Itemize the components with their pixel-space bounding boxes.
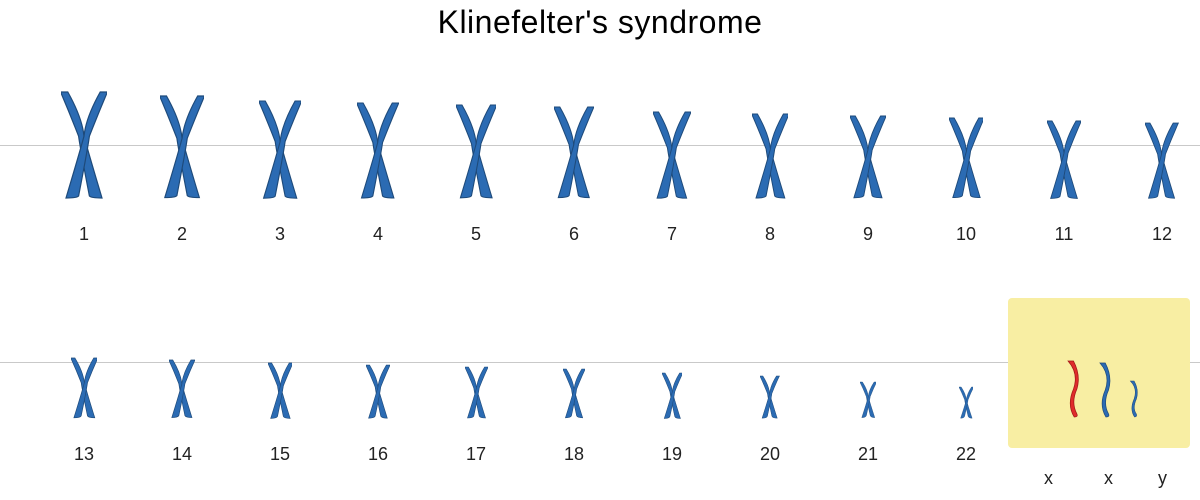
chromosome-label: 12 [1114, 224, 1200, 245]
chromosome-20: 20 [722, 300, 818, 465]
chromosome-icon [428, 300, 524, 420]
chromosome-label: 11 [1016, 224, 1112, 245]
chromosome-5: 5 [428, 80, 524, 245]
extra-chromatid-icon [1066, 358, 1080, 420]
karyotype-row-2: 13 14 15 16 17 18 19 [0, 300, 1200, 470]
chromosome-label: 4 [330, 224, 426, 245]
sex-chromosome-icons [1014, 300, 1190, 420]
chromosome-icon [624, 300, 720, 420]
chromosome-icon [1016, 80, 1112, 200]
chromosome-label: 9 [820, 224, 916, 245]
chromosome-label: 2 [134, 224, 230, 245]
chromosome-icon [526, 300, 622, 420]
chromosome-icon [36, 300, 132, 420]
chromosome-13: 13 [36, 300, 132, 465]
chromosome-icon [1114, 80, 1200, 200]
chromosome-icon [330, 80, 426, 200]
chromosome-7: 7 [624, 80, 720, 245]
chromosome-label: 10 [918, 224, 1014, 245]
chromosome-3: 3 [232, 80, 328, 245]
chromosome-15: 15 [232, 300, 328, 465]
chromosome-17: 17 [428, 300, 524, 465]
karyotype-row-1: 1 2 3 4 5 6 7 8 [0, 80, 1200, 250]
chromosome-12: 12 [1114, 80, 1200, 245]
chromosome-label: 17 [428, 444, 524, 465]
chromosome-label: 1 [36, 224, 132, 245]
chromosome-icon [428, 80, 524, 200]
chromosome-icon [820, 80, 916, 200]
chromosome-icon [232, 80, 328, 200]
chromosome-18: 18 [526, 300, 622, 465]
chromosome-label: 14 [134, 444, 230, 465]
chromosome-6: 6 [526, 80, 622, 245]
chromosome-icon [232, 300, 328, 420]
sex-chromosome-label: x [1044, 468, 1064, 489]
chromosome-icon [36, 80, 132, 200]
chromosome-1: 1 [36, 80, 132, 245]
chromosome-label: 15 [232, 444, 328, 465]
chromosome-icon [134, 300, 230, 420]
chromosome-label: 7 [624, 224, 720, 245]
chromosome-icon [624, 80, 720, 200]
chromosome-label: 19 [624, 444, 720, 465]
chromosome-icon [918, 300, 1014, 420]
chromosome-label: 13 [36, 444, 132, 465]
chromosome-10: 10 [918, 80, 1014, 245]
chromosome-label: 20 [722, 444, 818, 465]
chromosome-19: 19 [624, 300, 720, 465]
chromosome-label: 8 [722, 224, 818, 245]
chromosome-icon [722, 80, 818, 200]
chromatid-icon [1129, 378, 1138, 420]
chromosome-21: 21 [820, 300, 916, 465]
chromatid-icon [1098, 360, 1111, 420]
chromosome-label: 21 [820, 444, 916, 465]
chromosome-label: 5 [428, 224, 524, 245]
chromosome-22: 22 [918, 300, 1014, 465]
chromosome-label: 22 [918, 444, 1014, 465]
chromosome-label: 6 [526, 224, 622, 245]
chromosome-14: 14 [134, 300, 230, 465]
chromosome-4: 4 [330, 80, 426, 245]
chromosome-icon [820, 300, 916, 420]
chromosome-8: 8 [722, 80, 818, 245]
chromosome-11: 11 [1016, 80, 1112, 245]
chromosome-icon [526, 80, 622, 200]
sex-chromosome-label: y [1158, 468, 1178, 489]
chromosome-icon [134, 80, 230, 200]
chromosome-16: 16 [330, 300, 426, 465]
chromosome-icon [330, 300, 426, 420]
chromosome-label: 16 [330, 444, 426, 465]
chromosome-9: 9 [820, 80, 916, 245]
chromosome-icon [918, 80, 1014, 200]
chromosome-label: 3 [232, 224, 328, 245]
chromosome-label: 18 [526, 444, 622, 465]
chromosome-icon [722, 300, 818, 420]
chromosome-2: 2 [134, 80, 230, 245]
sex-chromosomes [1014, 300, 1190, 420]
page-title: Klinefelter's syndrome [0, 0, 1200, 41]
sex-chromosome-label: x [1104, 468, 1124, 489]
